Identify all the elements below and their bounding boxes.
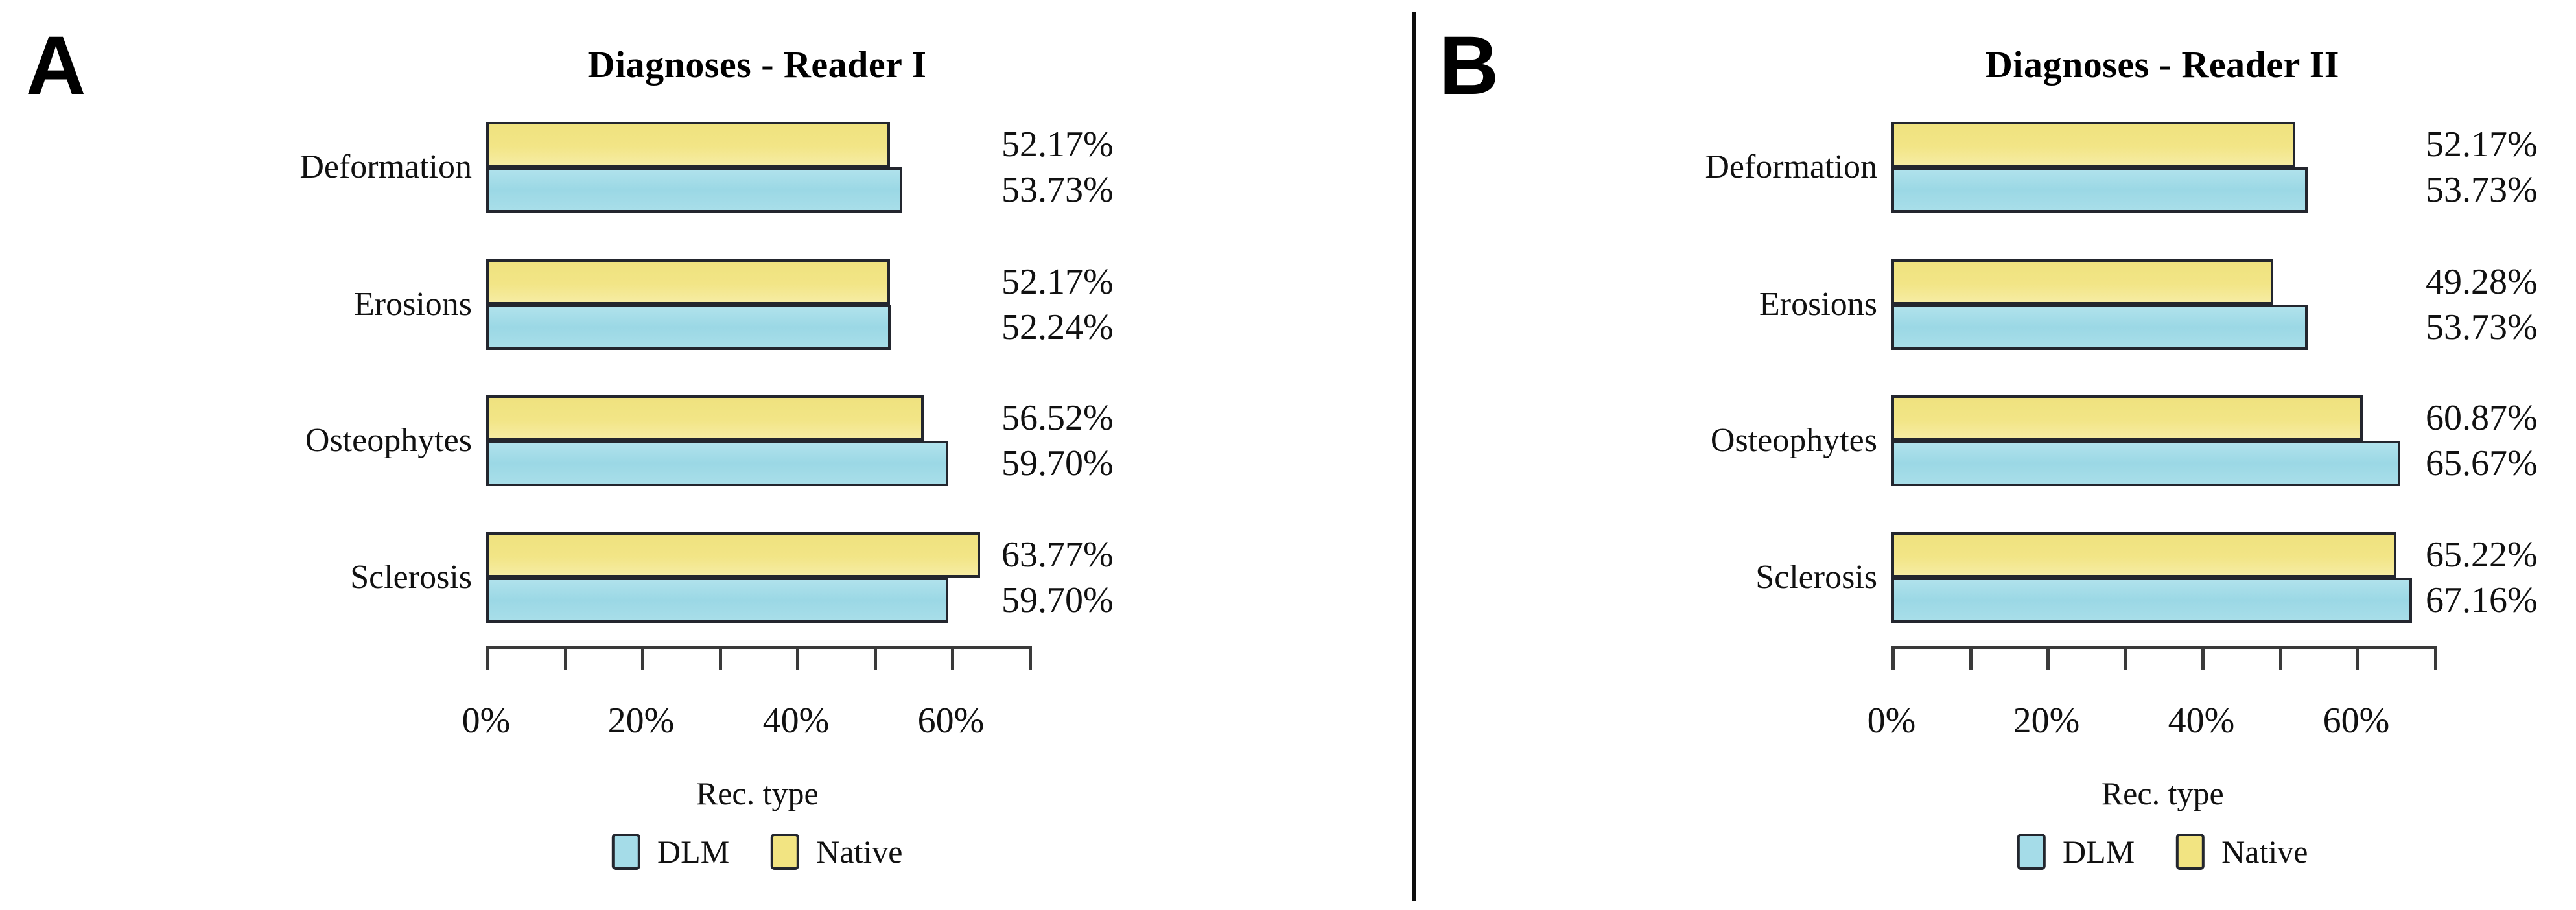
category-label: Deformation <box>1705 148 1877 185</box>
dlm-value-label: 59.70% <box>1001 443 1114 484</box>
x-axis-tick <box>1969 646 1973 670</box>
native-bar <box>486 259 891 305</box>
dlm-bar <box>486 578 949 623</box>
native-value-label: 56.52% <box>1001 398 1114 438</box>
legend-label: Native <box>816 834 903 870</box>
x-axis-tick <box>796 646 799 670</box>
panel-title: Diagnoses - Reader I <box>587 43 927 86</box>
legend-label: DLM <box>2063 834 2135 870</box>
x-axis-tick <box>2201 646 2205 670</box>
x-axis-line <box>486 646 1032 649</box>
x-axis-tick <box>873 646 877 670</box>
native-value-label: 65.22% <box>2426 535 2538 575</box>
native-value-label: 52.17% <box>1001 262 1114 302</box>
dlm-bar <box>1891 441 2400 486</box>
native-value-label: 60.87% <box>2426 398 2538 438</box>
native-bar <box>486 395 924 441</box>
native-swatch <box>771 834 800 870</box>
x-axis-tick <box>2433 646 2437 670</box>
legend-item: DLM <box>2017 834 2135 870</box>
dlm-bar <box>486 441 949 486</box>
dlm-bar <box>1891 578 2412 623</box>
legend: DLM Native <box>612 828 902 875</box>
category-label: Erosions <box>1759 286 1877 323</box>
x-axis-tick <box>641 646 644 670</box>
native-value-label: 52.17% <box>2426 124 2538 165</box>
x-axis-tick <box>951 646 954 670</box>
native-bar <box>1891 259 2273 305</box>
x-tick-label: 40% <box>2168 701 2235 741</box>
x-axis-tick <box>486 646 489 670</box>
legend-item: Native <box>2176 834 2308 870</box>
dlm-bar <box>486 167 903 213</box>
x-tick-label: 0% <box>1867 701 1916 741</box>
x-axis-tick <box>718 646 722 670</box>
native-bar <box>1891 532 2397 578</box>
category-label: Sclerosis <box>350 559 472 596</box>
x-axis-tick <box>2356 646 2359 670</box>
dlm-value-label: 52.24% <box>1001 307 1114 347</box>
legend-item: DLM <box>612 834 729 870</box>
legend-title: Rec. type <box>696 775 819 811</box>
panel-letter-b: B <box>1439 19 1499 112</box>
dlm-value-label: 53.73% <box>2426 307 2538 347</box>
dlm-swatch <box>612 834 641 870</box>
legend-item: Native <box>771 834 902 870</box>
x-axis-tick <box>1891 646 1895 670</box>
native-swatch <box>2176 834 2205 870</box>
dlm-value-label: 67.16% <box>2426 580 2538 620</box>
panel-divider <box>1412 12 1416 901</box>
native-bar <box>1891 122 2296 167</box>
legend-label: Native <box>2221 834 2308 870</box>
x-tick-label: 0% <box>462 701 511 741</box>
category-label: Deformation <box>299 148 472 185</box>
x-tick-label: 60% <box>2323 701 2390 741</box>
native-bar <box>486 122 891 167</box>
legend-label: DLM <box>657 834 730 870</box>
category-label: Sclerosis <box>1755 559 1877 596</box>
dlm-bar <box>1891 167 2308 213</box>
x-axis-line <box>1891 646 2437 649</box>
native-bar <box>486 532 981 578</box>
panel-letter-a: A <box>26 19 86 112</box>
native-value-label: 49.28% <box>2426 262 2538 302</box>
legend: DLM Native <box>2017 828 2308 875</box>
x-axis-tick <box>2278 646 2282 670</box>
native-value-label: 52.17% <box>1001 124 1114 165</box>
legend-title: Rec. type <box>2101 775 2224 811</box>
category-label: Erosions <box>354 286 472 323</box>
dlm-bar <box>1891 305 2308 350</box>
x-tick-label: 20% <box>607 701 675 741</box>
x-tick-label: 40% <box>762 701 830 741</box>
dlm-value-label: 53.73% <box>1001 170 1114 210</box>
dlm-swatch <box>2017 834 2046 870</box>
x-axis-tick <box>1028 646 1032 670</box>
native-value-label: 63.77% <box>1001 535 1114 575</box>
x-tick-label: 60% <box>917 701 985 741</box>
x-axis-tick <box>2124 646 2127 670</box>
category-label: Osteophytes <box>1710 422 1877 459</box>
native-bar <box>1891 395 2363 441</box>
panel-title: Diagnoses - Reader II <box>1985 43 2339 86</box>
dlm-value-label: 65.67% <box>2426 443 2538 484</box>
dlm-value-label: 53.73% <box>2426 170 2538 210</box>
x-axis-tick <box>2046 646 2050 670</box>
x-axis-tick <box>563 646 567 670</box>
x-tick-label: 20% <box>2013 701 2080 741</box>
dlm-bar <box>486 305 891 350</box>
category-label: Osteophytes <box>305 422 472 459</box>
dlm-value-label: 59.70% <box>1001 580 1114 620</box>
